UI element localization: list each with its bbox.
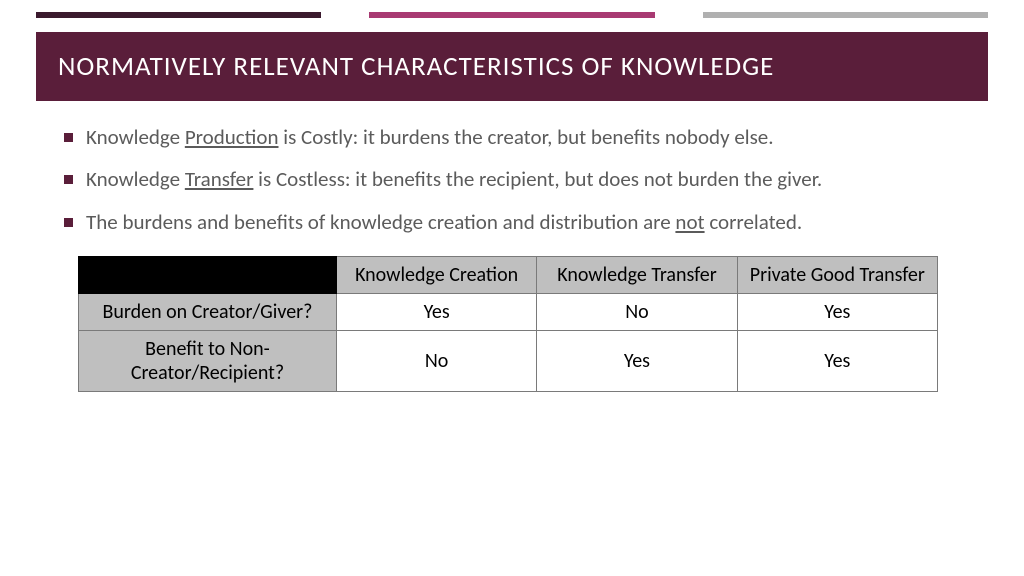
- bullet-item: Knowledge Production is Costly: it burde…: [64, 123, 976, 151]
- bullet-text-underline: Transfer: [185, 166, 254, 192]
- table-cell: No: [537, 294, 737, 331]
- table-header-row: Knowledge Creation Knowledge Transfer Pr…: [79, 257, 938, 294]
- bullet-text-underline: not: [675, 209, 704, 235]
- bullet-item: The burdens and benefits of knowledge cr…: [64, 208, 976, 236]
- bullet-text-post: is Costly: it burdens the creator, but b…: [279, 124, 774, 150]
- bullet-text-underline: Production: [185, 124, 279, 150]
- comparison-table-wrap: Knowledge Creation Knowledge Transfer Pr…: [78, 256, 938, 392]
- bullet-list: Knowledge Production is Costly: it burde…: [64, 123, 976, 236]
- accent-bars: [0, 0, 1024, 18]
- table-cell: Yes: [537, 331, 737, 392]
- comparison-table: Knowledge Creation Knowledge Transfer Pr…: [78, 256, 938, 392]
- table-row-header: Benefit to Non-Creator/Recipient?: [79, 331, 337, 392]
- bullet-text-post: is Costless: it benefits the recipient, …: [253, 166, 822, 192]
- accent-bar-1: [36, 12, 321, 18]
- table-col-header: Knowledge Creation: [336, 257, 536, 294]
- accent-bar-3: [703, 12, 988, 18]
- table-col-header: Private Good Transfer: [737, 257, 937, 294]
- table-cell: Yes: [737, 331, 937, 392]
- table-col-header: Knowledge Transfer: [537, 257, 737, 294]
- table-cell: Yes: [737, 294, 937, 331]
- table-cell: Yes: [336, 294, 536, 331]
- bullet-text-pre: Knowledge: [86, 166, 185, 192]
- accent-bar-2: [369, 12, 654, 18]
- table-row: Benefit to Non-Creator/Recipient? No Yes…: [79, 331, 938, 392]
- bullet-text-pre: Knowledge: [86, 124, 185, 150]
- slide-title: NORMATIVELY RELEVANT CHARACTERISTICS OF …: [36, 32, 988, 101]
- table-row: Burden on Creator/Giver? Yes No Yes: [79, 294, 938, 331]
- bullet-item: Knowledge Transfer is Costless: it benef…: [64, 165, 976, 193]
- table-row-header: Burden on Creator/Giver?: [79, 294, 337, 331]
- bullet-text-pre: The burdens and benefits of knowledge cr…: [86, 209, 675, 235]
- table-cell: No: [336, 331, 536, 392]
- table-corner-cell: [79, 257, 337, 294]
- bullet-text-post: correlated.: [705, 209, 803, 235]
